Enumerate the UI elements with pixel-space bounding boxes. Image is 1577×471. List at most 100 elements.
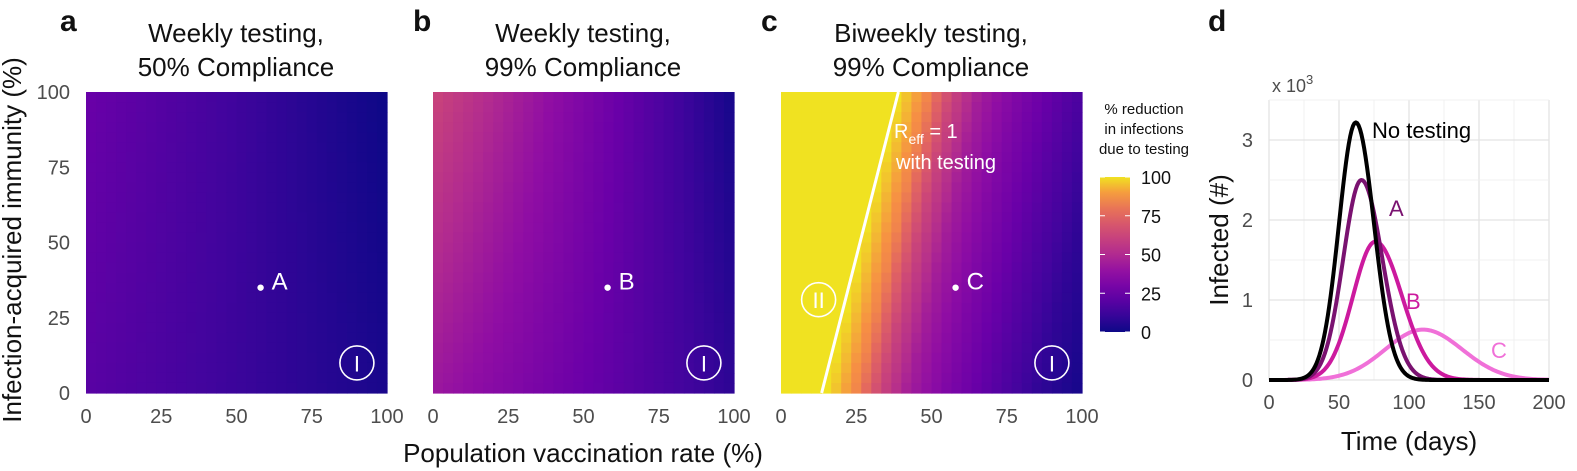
heatmap-cell <box>346 292 358 304</box>
heatmap-cell <box>981 362 993 374</box>
heatmap-cell <box>316 162 328 173</box>
heatmap-cell <box>533 262 544 274</box>
heatmap-cell <box>533 202 544 213</box>
heatmap-cell <box>523 252 534 264</box>
heatmap-cell <box>781 92 792 103</box>
heatmap-cell <box>236 232 248 244</box>
heatmap-cell <box>791 222 802 234</box>
heatmap-cell <box>553 372 565 384</box>
heatmap-cell <box>346 262 358 274</box>
heatmap-cell <box>801 192 812 203</box>
heatmap-cell <box>376 102 388 113</box>
heatmap-cell <box>971 252 983 264</box>
heatmap-cell <box>433 182 444 193</box>
heatmap-cell <box>366 382 378 394</box>
heatmap-cell <box>901 282 913 294</box>
heatmap-cell <box>1021 382 1033 394</box>
heatmap-cell <box>276 92 288 103</box>
heatmap-cell <box>156 242 167 254</box>
heatmap-cell <box>841 272 852 284</box>
heatmap-cell <box>236 312 248 324</box>
heatmap-cell <box>533 112 544 123</box>
heatmap-cell <box>931 242 943 254</box>
heatmap-cell <box>256 182 268 193</box>
heatmap-cell <box>801 132 812 143</box>
heatmap-cell <box>206 262 218 274</box>
heatmap-cell <box>703 92 715 103</box>
heatmap-cell <box>116 332 127 344</box>
heatmap-cell <box>513 332 524 344</box>
scenario-point <box>604 284 611 291</box>
heatmap-cell <box>106 192 117 203</box>
heatmap-cell <box>256 262 268 274</box>
heatmap-cell <box>1071 222 1083 234</box>
heatmap-cell <box>673 152 685 163</box>
heatmap-cell <box>86 192 97 203</box>
heatmap-cell <box>821 252 832 264</box>
heatmap-cell <box>693 212 705 224</box>
heatmap-cell <box>376 172 388 183</box>
heatmap-cell <box>463 132 474 143</box>
heatmap-cell <box>713 252 725 264</box>
heatmap-cell <box>246 132 258 143</box>
heatmap-cell <box>723 122 735 133</box>
heatmap-cell <box>453 322 464 334</box>
heatmap-cell <box>1061 202 1073 213</box>
heatmap-cell <box>236 382 248 394</box>
heatmap-cell <box>513 252 524 264</box>
heatmap-cell <box>971 282 983 294</box>
heatmap-cell <box>286 162 298 173</box>
heatmap-cell <box>166 372 177 384</box>
heatmap-cell <box>186 242 197 254</box>
heatmap-cell <box>703 202 715 213</box>
heatmap-cell <box>941 382 953 394</box>
line-x-tick-label: 50 <box>1328 392 1350 414</box>
heatmap-cell <box>296 232 308 244</box>
heatmap-cell <box>463 352 474 364</box>
heatmap-cell <box>433 312 444 324</box>
heatmap-cell <box>246 272 258 284</box>
heatmap-cell <box>1041 252 1053 264</box>
heatmap-cell <box>1051 272 1063 284</box>
heatmap-cell <box>613 102 625 113</box>
heatmap-cell <box>851 222 862 234</box>
heatmap-cell <box>286 142 298 153</box>
heatmap-cell <box>781 192 792 203</box>
heatmap-cell <box>961 172 973 183</box>
heatmap-cell <box>683 172 695 183</box>
heatmap-cell <box>633 142 645 153</box>
heatmap-cell <box>493 122 504 133</box>
heatmap-cell <box>176 202 187 213</box>
heatmap-cell <box>683 262 695 274</box>
heatmap-cell <box>256 92 268 103</box>
heatmap-cell <box>266 252 278 264</box>
heatmap-cell <box>296 282 308 294</box>
heatmap-cell <box>931 212 943 224</box>
heatmap-cell <box>326 252 338 264</box>
heatmap-cell <box>156 322 167 334</box>
heatmap-cell <box>543 362 554 374</box>
x-tick-label: 75 <box>301 406 323 428</box>
heatmap-cell <box>573 152 585 163</box>
heatmap-cell <box>841 232 852 244</box>
heatmap-cell <box>881 372 892 384</box>
heatmap-cell <box>961 292 973 304</box>
heatmap-cell <box>941 332 953 344</box>
heatmap-cell <box>1021 282 1033 294</box>
heatmap-cell <box>961 372 973 384</box>
heatmap-cell <box>603 342 615 354</box>
heatmap-cell <box>483 312 494 324</box>
heatmap-cell <box>246 252 258 264</box>
heatmap-cell <box>781 242 792 254</box>
heatmap-cell <box>336 312 348 324</box>
x-tick-label: 100 <box>1065 406 1098 428</box>
heatmap-cell <box>196 122 207 133</box>
heatmap-cell <box>543 212 554 224</box>
heatmap-cell <box>463 372 474 384</box>
heatmap-cell <box>971 192 983 203</box>
heatmap-cell <box>1071 312 1083 324</box>
heatmap-cell <box>831 222 842 234</box>
heatmap-cell <box>791 132 802 143</box>
heatmap-cell <box>653 322 665 334</box>
heatmap-cell <box>791 142 802 153</box>
